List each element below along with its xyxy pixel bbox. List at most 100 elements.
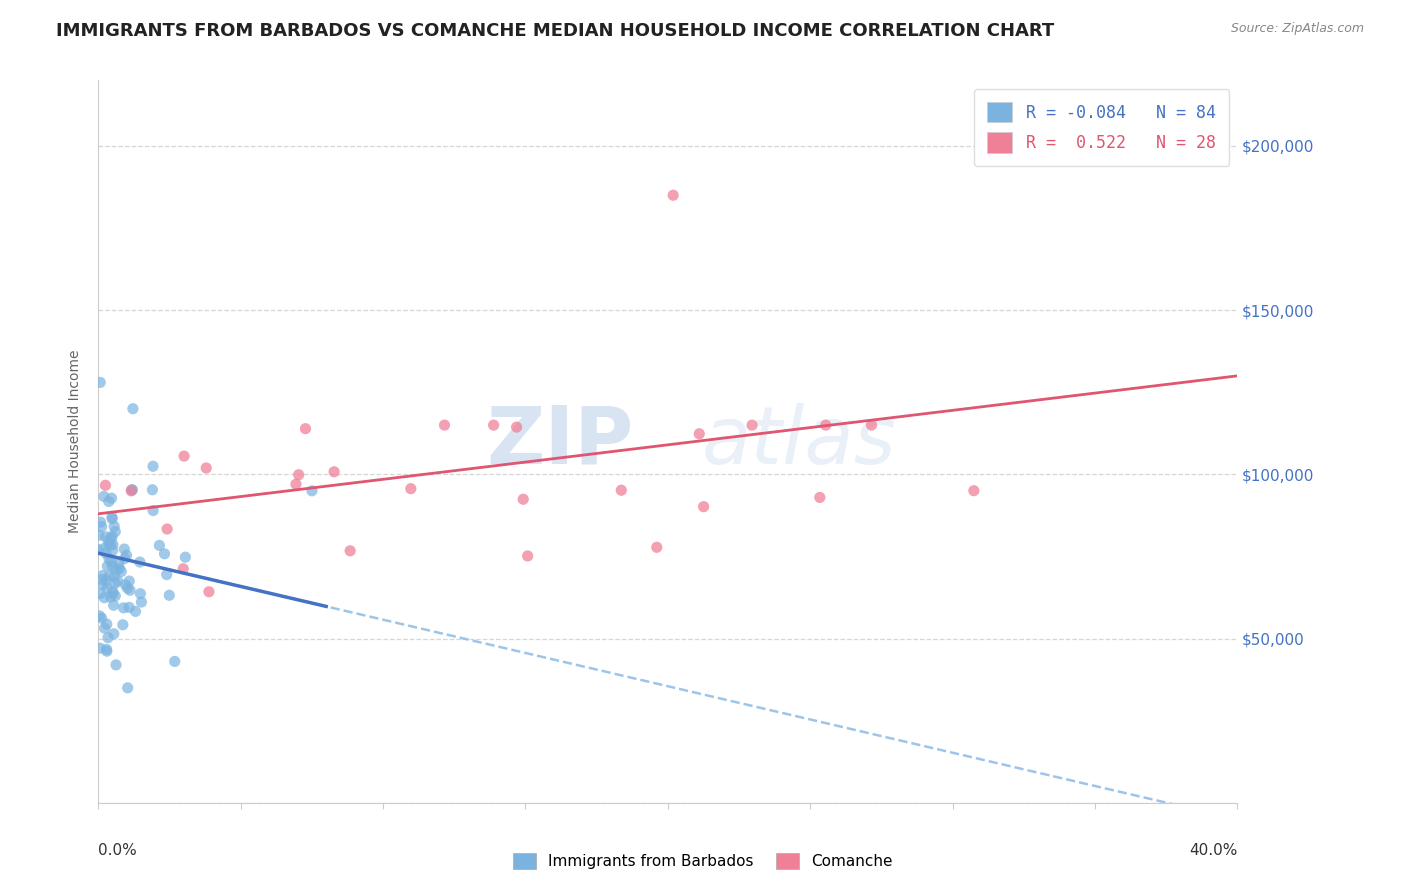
Point	[101, 584, 124, 599]
Point	[101, 559, 124, 574]
Legend: Immigrants from Barbados, Comanche: Immigrants from Barbados, Comanche	[506, 847, 900, 875]
Point	[198, 584, 221, 599]
Point	[87, 528, 110, 542]
Legend: R = -0.084   N = 84, R =  0.522   N = 28: R = -0.084 N = 84, R = 0.522 N = 28	[974, 88, 1229, 166]
Point	[97, 631, 120, 645]
Point	[89, 641, 111, 656]
Point	[118, 583, 141, 598]
Point	[128, 555, 150, 569]
Point	[124, 604, 146, 618]
Point	[105, 563, 128, 577]
Text: 40.0%: 40.0%	[1189, 843, 1237, 857]
Point	[90, 515, 112, 529]
Point	[104, 576, 127, 591]
Point	[118, 574, 141, 588]
Point	[860, 418, 883, 433]
Point	[87, 542, 110, 557]
Point	[512, 492, 534, 507]
Point	[645, 541, 668, 555]
Point	[103, 586, 125, 600]
Point	[90, 519, 112, 533]
Point	[96, 642, 118, 657]
Point	[89, 376, 111, 390]
Point	[96, 581, 118, 595]
Point	[89, 586, 111, 600]
Point	[105, 657, 128, 672]
Text: Source: ZipAtlas.com: Source: ZipAtlas.com	[1230, 22, 1364, 36]
Point	[121, 483, 143, 497]
Point	[94, 478, 117, 492]
Point	[101, 510, 124, 524]
Point	[101, 537, 124, 551]
Point	[100, 590, 122, 604]
Point	[101, 543, 124, 558]
Point	[131, 595, 153, 609]
Point	[172, 562, 194, 576]
Y-axis label: Median Household Income: Median Household Income	[69, 350, 83, 533]
Point	[301, 483, 323, 498]
Point	[103, 599, 125, 613]
Point	[117, 681, 139, 695]
Point	[285, 477, 308, 491]
Point	[688, 426, 710, 441]
Point	[91, 577, 114, 591]
Point	[96, 559, 118, 574]
Point	[142, 459, 165, 474]
Point	[114, 551, 136, 566]
Point	[97, 494, 120, 508]
Point	[108, 557, 131, 571]
Point	[610, 483, 633, 498]
Point	[90, 611, 112, 625]
Point	[93, 541, 115, 556]
Point	[157, 588, 180, 602]
Point	[433, 418, 456, 433]
Point	[97, 534, 120, 549]
Point	[107, 574, 129, 588]
Point	[93, 489, 115, 503]
Point	[104, 524, 127, 539]
Point	[662, 188, 685, 202]
Point	[101, 512, 124, 526]
Point	[103, 519, 125, 533]
Point	[115, 549, 138, 563]
Point	[110, 565, 132, 579]
Point	[516, 549, 538, 563]
Point	[93, 621, 115, 635]
Point	[96, 644, 118, 658]
Point	[96, 617, 118, 632]
Point	[89, 609, 111, 624]
Point	[156, 522, 179, 536]
Point	[148, 538, 170, 552]
Point	[112, 600, 135, 615]
Point	[114, 578, 136, 592]
Point	[98, 569, 121, 583]
Point	[103, 569, 125, 583]
Point	[100, 538, 122, 552]
Point	[112, 542, 135, 557]
Text: ZIP: ZIP	[486, 402, 634, 481]
Point	[482, 418, 505, 433]
Point	[104, 589, 127, 603]
Point	[153, 547, 176, 561]
Point	[156, 567, 179, 582]
Point	[96, 574, 118, 588]
Point	[117, 581, 139, 595]
Point	[98, 538, 121, 552]
Text: atlas: atlas	[702, 402, 897, 481]
Point	[195, 461, 218, 475]
Point	[141, 483, 163, 497]
Point	[93, 591, 115, 605]
Text: 0.0%: 0.0%	[98, 843, 138, 857]
Point	[97, 551, 120, 566]
Point	[399, 482, 422, 496]
Point	[339, 543, 361, 558]
Point	[287, 467, 309, 482]
Point	[692, 500, 714, 514]
Point	[100, 531, 122, 545]
Point	[163, 655, 186, 669]
Point	[108, 561, 131, 575]
Point	[174, 550, 197, 565]
Point	[142, 503, 165, 517]
Point	[741, 418, 763, 433]
Point	[91, 568, 114, 582]
